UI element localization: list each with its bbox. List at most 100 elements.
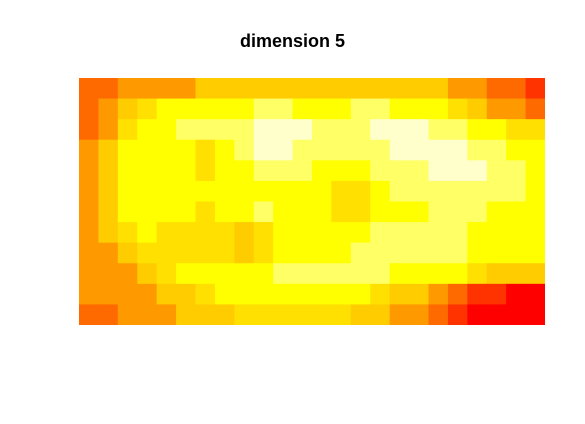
heatmap-cell [467,78,488,100]
heatmap-cell [525,160,545,182]
heatmap-cell [467,160,488,182]
heatmap-cell [156,222,177,244]
heatmap-cell [389,242,410,264]
heatmap-cell [176,222,197,244]
heatmap-cell [214,78,235,100]
heatmap-cell [486,139,507,161]
heatmap-cell [350,201,371,223]
heatmap-cell [273,304,294,325]
heatmap-cell [486,263,507,285]
heatmap-cell [253,304,274,325]
heatmap-cell [370,283,391,306]
heatmap-cell [137,304,158,325]
heatmap-cell [195,201,216,223]
heatmap-cell [506,139,527,161]
heatmap-cell [525,263,545,285]
heatmap-cell [467,201,488,223]
heatmap-cell [312,180,333,203]
heatmap-cell [137,78,158,100]
heatmap-cell [312,283,333,306]
heatmap-cell [506,242,527,264]
heatmap-cell [409,222,430,244]
heatmap-cell [447,222,468,244]
heatmap-cell [292,98,313,120]
heatmap-cell [506,98,527,120]
heatmap-cell [331,180,352,203]
heatmap-cell [467,263,488,285]
heatmap-cell [409,78,430,100]
heatmap-cell [98,304,119,325]
heatmap-cell [214,263,235,285]
heatmap-cell [350,263,371,285]
heatmap-cell [195,283,216,306]
heatmap-cell [409,98,430,120]
heatmap-cell [506,304,527,325]
heatmap-cell [428,304,449,325]
heatmap-cell [428,263,449,285]
heatmap-cell [156,119,177,141]
heatmap-cell [389,180,410,203]
heatmap-cell [350,304,371,325]
heatmap-cell [292,119,313,141]
heatmap-cell [195,98,216,120]
heatmap-cell [428,78,449,100]
heatmap-cell [467,180,488,203]
heatmap-cell [389,139,410,161]
heatmap-cell [467,222,488,244]
heatmap-cell [195,242,216,264]
heatmap-cell [214,139,235,161]
heatmap-cell [409,139,430,161]
heatmap-cell [195,263,216,285]
heatmap-cell [350,242,371,264]
heatmap-cell [156,304,177,325]
heatmap-cell [79,222,100,244]
heatmap-cell [331,283,352,306]
heatmap-cell [467,119,488,141]
heatmap-cell [117,160,138,182]
heatmap-cell [506,201,527,223]
heatmap-cell [486,98,507,120]
heatmap-cell [98,201,119,223]
heatmap-cell [350,98,371,120]
heatmap-cell [389,98,410,120]
heatmap-cell [98,242,119,264]
heatmap-cell [137,98,158,120]
heatmap-cell [214,180,235,203]
heatmap-cell [428,139,449,161]
heatmap-cell [156,180,177,203]
heatmap-cell [137,180,158,203]
heatmap-cell [176,139,197,161]
heatmap-cell [79,78,100,100]
heatmap-cell [253,139,274,161]
heatmap-cell [273,139,294,161]
heatmap-cell [137,242,158,264]
heatmap-cell [273,263,294,285]
heatmap-cell [331,222,352,244]
heatmap-cell [312,78,333,100]
heatmap-cell [79,242,100,264]
heatmap-cell [409,201,430,223]
heatmap-cell [409,119,430,141]
heatmap-cell [370,98,391,120]
heatmap-cell [312,201,333,223]
heatmap-cell [98,263,119,285]
heatmap-cell [234,242,255,264]
heatmap-cell [117,78,138,100]
heatmap-cell [273,78,294,100]
heatmap-cell [98,78,119,100]
heatmap-cell [447,180,468,203]
heatmap-cell [98,160,119,182]
heatmap-cell [525,283,545,306]
heatmap-cell [117,180,138,203]
heatmap-cell [525,242,545,264]
heatmap-cell [117,119,138,141]
heatmap-cell [350,119,371,141]
heatmap-cell [117,304,138,325]
heatmap-cell [389,304,410,325]
heatmap-cell [292,180,313,203]
heatmap-cell [389,201,410,223]
heatmap-cells [79,78,545,325]
heatmap-cell [234,119,255,141]
heatmap-cell [156,283,177,306]
heatmap-cell [350,160,371,182]
